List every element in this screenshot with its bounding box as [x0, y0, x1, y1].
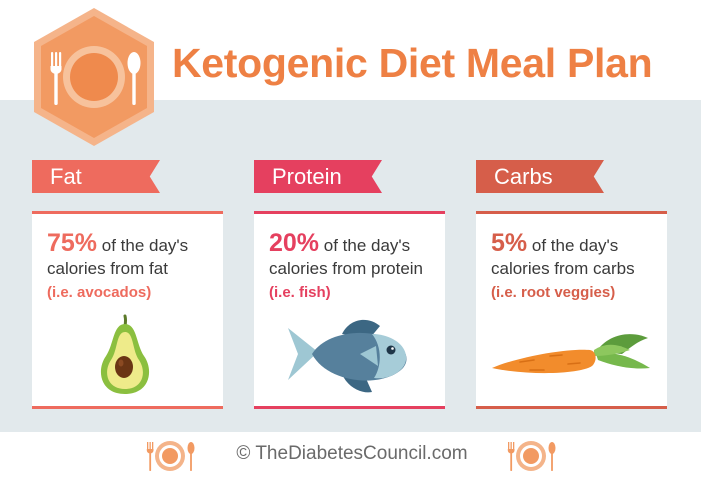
ribbon-fat: Fat: [32, 160, 160, 193]
avocado-icon: [100, 314, 150, 394]
ribbon-carbs: Carbs: [476, 160, 604, 193]
ribbon-protein: Protein: [254, 160, 382, 193]
copyright-text: © TheDiabetesCouncil.com: [236, 443, 468, 464]
protein-percent: 20%: [269, 229, 320, 257]
plate-fork-spoon-icon: [34, 8, 154, 146]
protein-example: (i.e. fish): [269, 284, 331, 301]
carbs-example: (i.e. root veggies): [491, 284, 616, 301]
carbs-text-line1: of the day's: [527, 236, 619, 255]
fat-text-line1: of the day's: [97, 236, 189, 255]
fat-text-line2: calories from fat: [47, 259, 168, 278]
protein-description: 20% of the day's calories from protein (…: [269, 229, 444, 304]
page-title: Ketogenic Diet Meal Plan: [172, 40, 653, 86]
protein-text-line2: calories from protein: [269, 259, 424, 278]
carrot-icon: [492, 334, 650, 374]
carbs-card: 5% of the day's calories from carbs (i.e…: [476, 211, 667, 409]
plate-cutlery-icon: [507, 441, 556, 471]
protein-card: 20% of the day's calories from protein (…: [254, 211, 445, 409]
carbs-description: 5% of the day's calories from carbs (i.e…: [491, 229, 666, 304]
protein-text-line1: of the day's: [319, 236, 411, 255]
carbs-percent: 5%: [491, 229, 528, 257]
fat-example: (i.e. avocados): [47, 284, 152, 301]
fat-description: 75% of the day's calories from fat (i.e.…: [47, 229, 222, 304]
plate-cutlery-icon: [146, 441, 195, 471]
fat-percent: 75%: [47, 229, 98, 257]
fish-icon: [288, 319, 407, 393]
carbs-text-line2: calories from carbs: [491, 259, 635, 278]
fat-card: 75% of the day's calories from fat (i.e.…: [32, 211, 223, 409]
